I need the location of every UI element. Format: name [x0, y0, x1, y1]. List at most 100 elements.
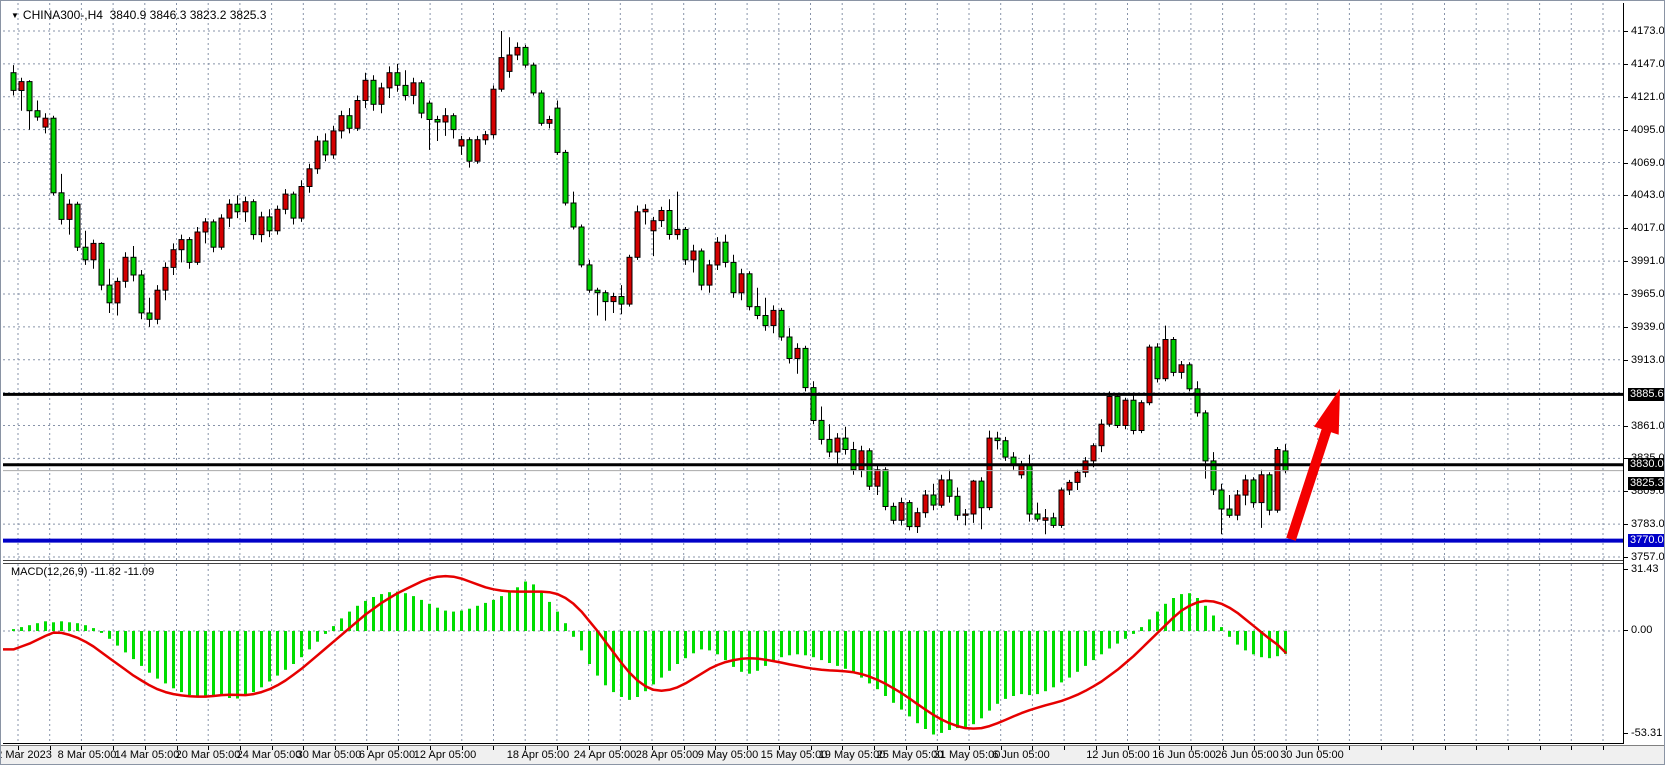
price-chart-canvas[interactable] [3, 3, 1623, 560]
macd-axis-label: 31.43 [1631, 563, 1659, 575]
time-axis-label: 30 Jun 05:00 [1280, 749, 1344, 761]
macd-axis-label: 0.00 [1631, 624, 1653, 636]
price-axis-label: 3991.0 [1631, 255, 1665, 267]
price-line-label: 3885.6 [1628, 388, 1664, 401]
price-tick [1624, 163, 1628, 164]
time-tick [1001, 746, 1002, 750]
time-axis-label: 24 Apr 05:00 [573, 749, 637, 761]
time-axis-label: 16 Jun 05:00 [1152, 749, 1216, 761]
time-tick [1381, 746, 1382, 750]
time-tick [1286, 746, 1287, 750]
time-axis-label: 8 Mar 05:00 [57, 749, 117, 761]
macd-canvas[interactable] [3, 564, 1623, 743]
time-axis-label: 26 Jun 05:00 [1215, 749, 1279, 761]
macd-tick [1624, 569, 1628, 570]
price-axis-label: 3783.0 [1631, 518, 1665, 530]
time-tick [1445, 746, 1446, 750]
time-tick [113, 746, 114, 750]
price-tick [1624, 228, 1628, 229]
time-tick [1318, 746, 1319, 750]
time-tick [145, 746, 146, 750]
price-axis-label: 3913.0 [1631, 354, 1665, 366]
time-tick [589, 746, 590, 750]
price-tick [1624, 426, 1628, 427]
symbol-dropdown-icon[interactable]: ▼ [11, 11, 19, 20]
time-tick [303, 746, 304, 750]
time-tick [652, 746, 653, 750]
time-axis-label: 2 Mar 2023 [0, 749, 52, 761]
time-tick [1508, 746, 1509, 750]
time-axis-label: 25 May 05:00 [876, 749, 944, 761]
time-axis-label: 15 May 05:00 [760, 749, 828, 761]
price-tick [1624, 557, 1628, 558]
time-tick [1159, 746, 1160, 750]
price-axis-label: 3757.0 [1631, 551, 1665, 563]
time-axis-label: 31 May 05:00 [933, 749, 1001, 761]
price-chart-panel[interactable]: ▼ CHINA300-,H4 3840.9 3846.3 3823.2 3825.… [3, 3, 1623, 561]
time-tick [525, 746, 526, 750]
time-tick [1349, 746, 1350, 750]
time-axis-label: 12 Jun 05:00 [1086, 749, 1150, 761]
symbol-period-label: CHINA300-,H4 [22, 8, 103, 22]
price-axis-label: 3965.0 [1631, 288, 1665, 300]
time-tick [874, 746, 875, 750]
time-tick [842, 746, 843, 750]
time-axis-label: 6 Apr 05:00 [358, 749, 416, 761]
time-tick [398, 746, 399, 750]
time-axis[interactable]: 2 Mar 2023 8 Mar 05:00 14 Mar 05:00 20 Mar … [0, 745, 1664, 764]
time-tick [1254, 746, 1255, 750]
time-tick [1540, 746, 1541, 750]
time-axis-label: 19 May 05:00 [818, 749, 886, 761]
price-axis-label: 3939.0 [1631, 321, 1665, 333]
price-line-label: 3830.0 [1628, 458, 1664, 471]
price-tick [1624, 195, 1628, 196]
time-axis-label: 28 Apr 05:00 [635, 749, 699, 761]
time-tick [462, 746, 463, 750]
macd-axis-label: -53.31 [1631, 727, 1663, 739]
price-tick [1624, 130, 1628, 131]
time-tick [906, 746, 907, 750]
time-tick [1223, 746, 1224, 750]
macd-tick [1624, 630, 1628, 631]
price-tick [1624, 31, 1628, 32]
time-tick [969, 746, 970, 750]
macd-indicator-label: MACD(12,26,9) -11.82 -11.09 [11, 566, 155, 578]
price-tick [1624, 64, 1628, 65]
price-axis-label: 4121.0 [1631, 91, 1665, 103]
time-tick [430, 746, 431, 750]
macd-indicator-panel[interactable]: MACD(12,26,9) -11.82 -11.09 [3, 563, 1623, 744]
price-axis-label: 4069.0 [1631, 157, 1665, 169]
time-tick [493, 746, 494, 750]
time-tick [1603, 746, 1604, 750]
time-tick [557, 746, 558, 750]
time-axis-label: 9 May 05:00 [697, 749, 759, 761]
price-line-label: 3825.3 [1628, 477, 1664, 490]
ohlc-values: 3840.9 3846.3 3823.2 3825.3 [109, 8, 267, 22]
price-tick [1624, 261, 1628, 262]
time-tick [1128, 746, 1129, 750]
price-axis-label: 4173.0 [1631, 25, 1665, 37]
time-tick [81, 746, 82, 750]
price-axis-label: 4147.0 [1631, 58, 1665, 70]
time-tick [272, 746, 273, 750]
time-tick [1064, 746, 1065, 750]
time-tick [811, 746, 812, 750]
chart-title: ▼ CHINA300-,H4 3840.9 3846.3 3823.2 3825.… [11, 8, 266, 22]
time-axis-label: 18 Apr 05:00 [506, 749, 570, 761]
price-tick [1624, 360, 1628, 361]
price-tick [1624, 294, 1628, 295]
time-axis-label: 12 Apr 05:00 [413, 749, 477, 761]
time-tick [208, 746, 209, 750]
time-axis-label: 30 Mar 05:00 [296, 749, 362, 761]
time-tick [1571, 746, 1572, 750]
time-tick [1191, 746, 1192, 750]
time-tick [335, 746, 336, 750]
time-tick [1096, 746, 1097, 750]
time-tick [1032, 746, 1033, 750]
time-tick [779, 746, 780, 750]
time-axis-label: 6 Jun 05:00 [992, 749, 1050, 761]
price-axis[interactable]: 4173.0 4147.0 4121.0 4095.0 4069.0 4043.0 4017… [1623, 3, 1665, 744]
price-tick [1624, 458, 1628, 459]
price-tick [1624, 491, 1628, 492]
price-tick [1624, 97, 1628, 98]
